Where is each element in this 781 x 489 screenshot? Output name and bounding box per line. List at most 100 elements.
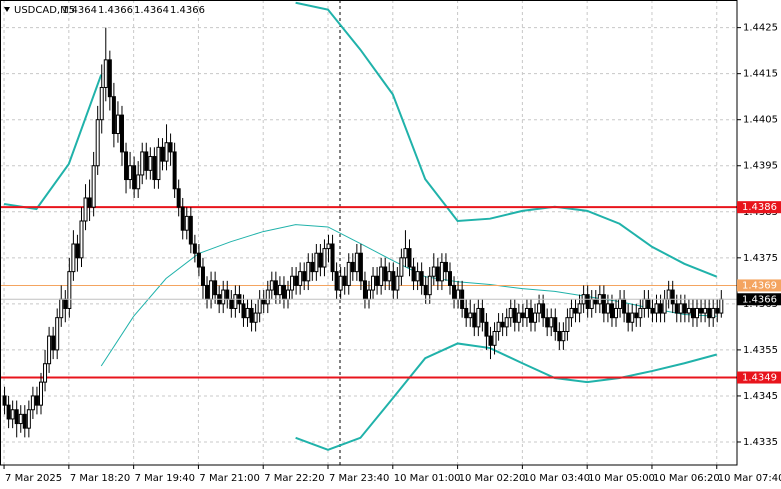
candle-body <box>310 261 315 273</box>
candle-body <box>294 275 299 286</box>
header-value: 1.4366 <box>98 5 133 16</box>
last-price-label: 1.4366 <box>742 294 777 305</box>
candle-body <box>221 289 226 305</box>
candle-body <box>690 307 695 319</box>
candle-body <box>715 307 720 314</box>
candle-body <box>614 307 619 319</box>
y-tick-label: 1.4375 <box>743 253 778 264</box>
candle-body <box>75 243 80 259</box>
x-tick-label: 7 Mar 19:40 <box>135 473 195 484</box>
candle-body <box>496 321 501 332</box>
candle-body <box>261 298 266 305</box>
candle-body <box>22 413 27 429</box>
candle-body <box>508 307 513 319</box>
candle-body <box>395 275 400 291</box>
candle-body <box>695 307 700 319</box>
candle-body <box>557 330 562 342</box>
candle-body <box>516 312 521 323</box>
y-tick-label: 1.4425 <box>743 23 778 34</box>
candle-body <box>67 271 72 309</box>
candle-body <box>71 243 76 273</box>
candle-body <box>111 96 116 135</box>
candle-body <box>646 298 651 309</box>
y-tick-label: 1.4345 <box>743 391 778 402</box>
candle-body <box>431 266 436 277</box>
candle-body <box>500 321 505 328</box>
candle-body <box>379 266 384 286</box>
candle-body <box>371 275 376 291</box>
x-tick-label: 7 Mar 18:20 <box>70 473 130 484</box>
candle-body <box>160 146 165 162</box>
candle-body <box>103 59 108 88</box>
candle-body <box>38 381 43 406</box>
candle-body <box>452 284 457 300</box>
candle-body <box>488 335 493 346</box>
x-tick-label: 7 Mar 22:20 <box>264 473 324 484</box>
candle-body <box>411 266 416 282</box>
y-tick-label: 1.4355 <box>743 345 778 356</box>
x-tick-label: 10 Mar 01:00 <box>394 473 461 484</box>
candle-body <box>375 275 380 286</box>
candle-body <box>14 409 19 425</box>
candle-body <box>719 298 724 314</box>
candle-body <box>674 303 679 314</box>
candle-body <box>573 307 578 314</box>
x-tick-label: 10 Mar 02:20 <box>459 473 526 484</box>
level-label: 1.4349 <box>742 373 777 384</box>
candle-body <box>423 284 428 296</box>
header-value: 1.4364 <box>134 5 169 16</box>
candle-body <box>63 298 68 309</box>
plot-border <box>0 0 738 466</box>
candle-body <box>472 312 477 328</box>
candle-body <box>443 261 448 273</box>
candle-body <box>249 307 254 323</box>
candle-body <box>18 413 23 425</box>
header-value: 1.4366 <box>170 5 205 16</box>
candle-body <box>213 280 218 296</box>
candle-body <box>678 303 683 314</box>
candle-body <box>286 289 291 300</box>
plot-area <box>0 0 737 465</box>
candle-body <box>43 363 48 383</box>
candle-body <box>545 317 550 328</box>
x-tick-label: 10 Mar 03:40 <box>523 473 590 484</box>
candle-body <box>524 307 529 319</box>
candle-body <box>480 307 485 323</box>
y-tick-label: 1.4335 <box>743 437 778 448</box>
candle-body <box>407 248 412 268</box>
candle-body <box>342 275 347 286</box>
candle-body <box>87 197 92 208</box>
candle-body <box>565 317 570 332</box>
level-label-box <box>737 371 781 384</box>
candle-body <box>589 298 594 309</box>
x-tick-label: 10 Mar 05:00 <box>588 473 655 484</box>
candle-body <box>387 271 392 282</box>
header: USDCAD,M5 1.4364 1.4366 1.4364 1.4366 <box>4 5 205 16</box>
candle-body <box>180 206 185 231</box>
candle-body <box>662 298 667 314</box>
candle-body <box>346 261 351 286</box>
candle-body <box>156 146 161 181</box>
candle-body <box>79 220 84 259</box>
candle-body <box>549 317 554 328</box>
candle-body <box>6 404 11 420</box>
level-label: 1.4369 <box>742 280 777 291</box>
header-value: 1.4364 <box>62 5 97 16</box>
candle-body <box>468 312 473 319</box>
candle-body <box>464 307 469 319</box>
level-label-box <box>737 279 781 292</box>
candle-body <box>322 248 327 268</box>
candle-body <box>318 252 323 268</box>
candle-body <box>350 261 355 273</box>
candle-body <box>711 307 716 319</box>
candle-body <box>2 395 7 406</box>
candle-body <box>164 142 169 162</box>
candle-body <box>626 312 631 323</box>
x-tick-label: 7 Mar 23:40 <box>329 473 389 484</box>
candle-body <box>686 307 691 314</box>
candle-body <box>298 271 303 286</box>
candle-body <box>334 271 339 291</box>
candle-body <box>253 312 258 323</box>
candle-body <box>561 330 566 342</box>
